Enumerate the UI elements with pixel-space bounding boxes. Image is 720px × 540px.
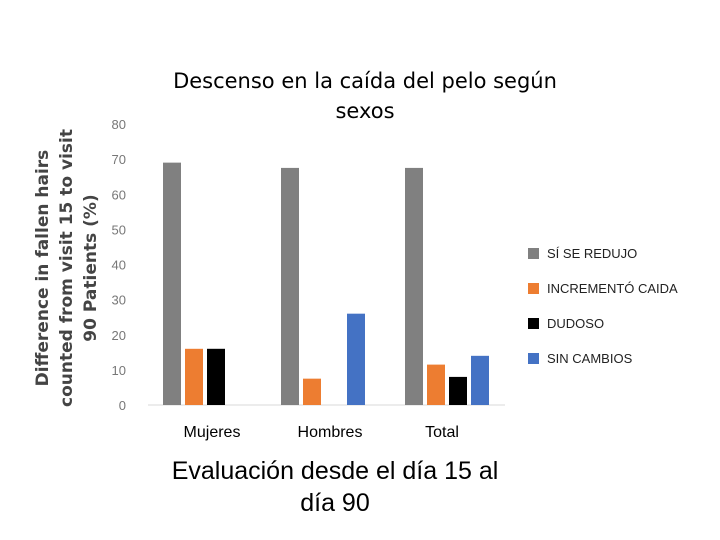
bar (347, 313, 365, 405)
legend: SÍ SE REDUJO INCREMENTÓ CAIDA DUDOSO SIN… (528, 236, 678, 376)
legend-label: SÍ SE REDUJO (547, 246, 638, 261)
legend-swatch (528, 353, 539, 364)
bar (449, 376, 467, 405)
legend-label: INCREMENTÓ CAIDA (547, 281, 678, 296)
legend-swatch (528, 318, 539, 329)
y-tick-label: 10 (112, 363, 126, 378)
bar (427, 364, 445, 405)
y-tick-label: 20 (112, 328, 126, 343)
y-tick-label: 60 (112, 187, 126, 202)
y-tick-label: 80 (112, 117, 126, 132)
bar (471, 355, 489, 405)
bar (405, 167, 423, 405)
legend-item: SÍ SE REDUJO (528, 236, 678, 271)
bar (303, 378, 321, 405)
legend-swatch (528, 248, 539, 259)
y-axis-label: Difference in fallen hairs counted from … (33, 129, 101, 407)
y-tick-label: 50 (112, 222, 126, 237)
x-tick-label: Mujeres (184, 424, 241, 441)
y-tick-label: 70 (112, 152, 126, 167)
chart-title: Descenso en la caída del pelo según sexo… (173, 69, 557, 123)
x-tick-label: Total (425, 424, 459, 441)
legend-item: INCREMENTÓ CAIDA (528, 271, 678, 306)
bar (163, 162, 181, 405)
x-axis-ticks: Mujeres Hombres Total (184, 424, 459, 441)
legend-item: DUDOSO (528, 306, 678, 341)
bar (185, 348, 203, 405)
x-axis-label: Evaluación desde el día 15 al día 90 (171, 457, 499, 517)
y-tick-label: 0 (119, 398, 126, 413)
legend-label: SIN CAMBIOS (547, 351, 633, 366)
legend-item: SIN CAMBIOS (528, 341, 678, 376)
x-tick-label: Hombres (298, 424, 363, 441)
y-tick-label: 30 (112, 293, 126, 308)
legend-swatch (528, 283, 539, 294)
bar (207, 348, 225, 405)
y-axis-ticks: 0 10 20 30 40 50 60 70 80 (112, 117, 126, 413)
y-tick-label: 40 (112, 258, 126, 273)
bar (281, 167, 299, 405)
bars (163, 162, 489, 405)
legend-label: DUDOSO (547, 316, 605, 331)
